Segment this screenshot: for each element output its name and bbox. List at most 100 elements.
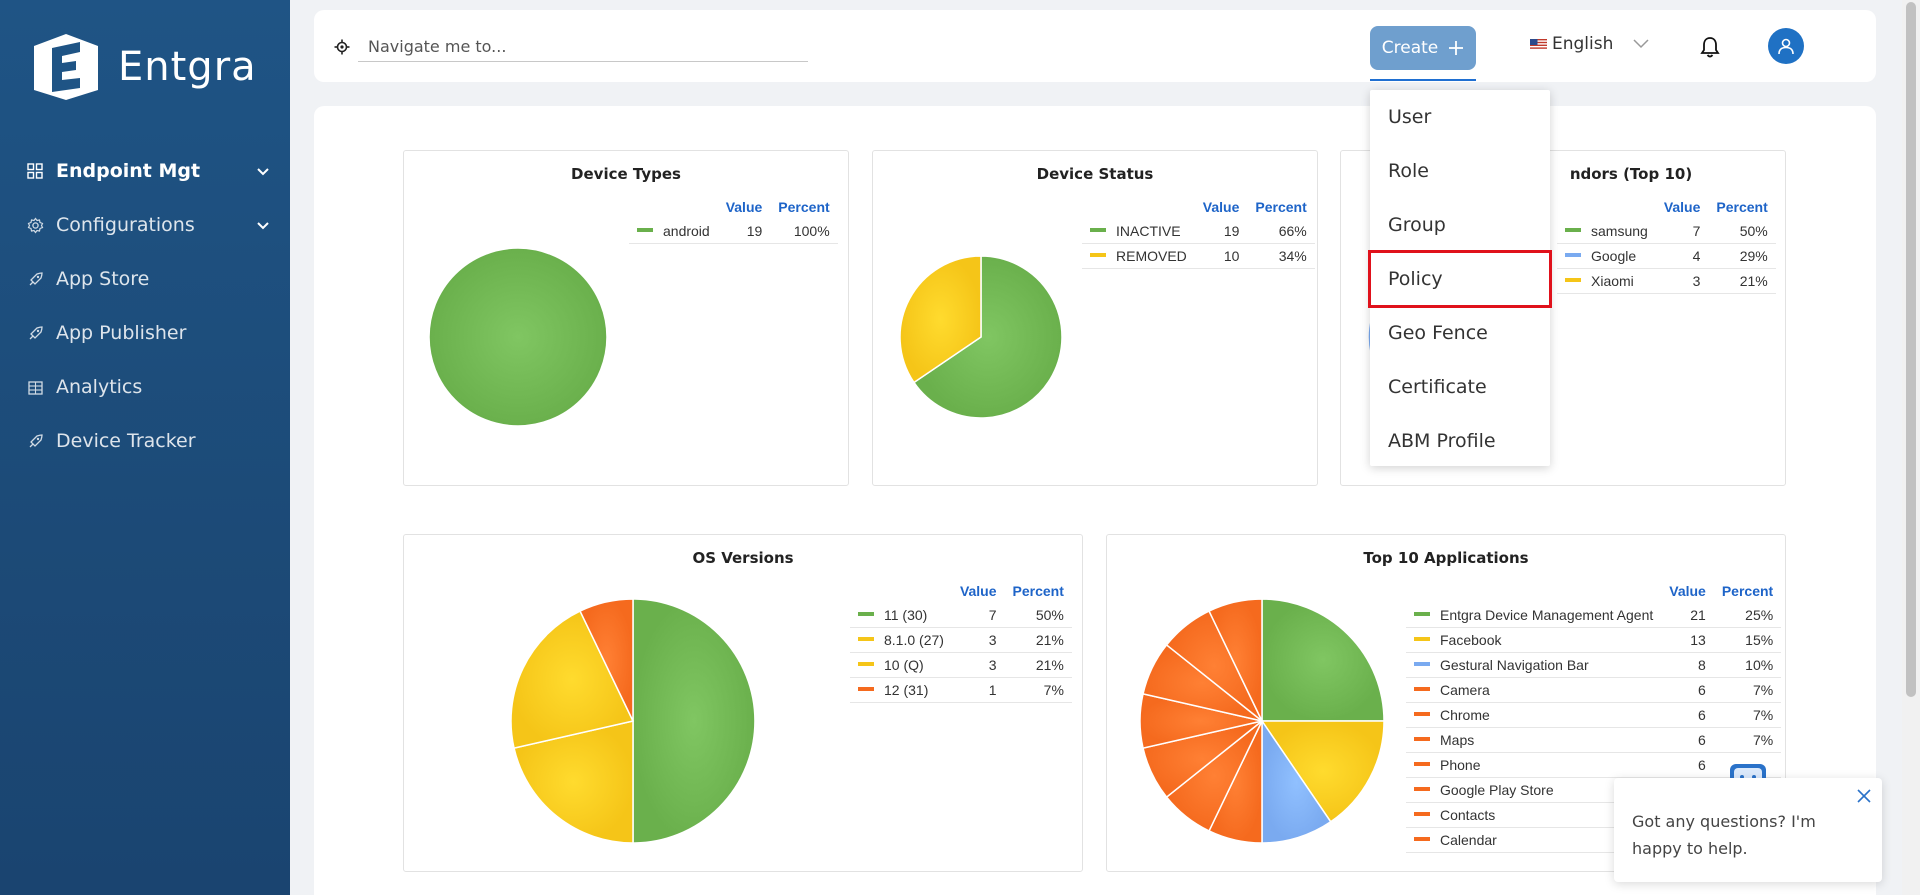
legend-row[interactable]: 12 (31) 1 7% (850, 677, 1072, 703)
chat-close-button[interactable] (1856, 788, 1872, 808)
legend-header-value: Value (1202, 199, 1240, 215)
pie-slice[interactable] (579, 598, 634, 722)
pie-slice[interactable] (513, 720, 634, 844)
create-button[interactable]: Create (1370, 26, 1476, 70)
legend-label-text: 8.1.0 (27) (884, 632, 944, 648)
create-menu-item-certificate[interactable]: Certificate (1388, 376, 1487, 398)
legend-label: Chrome (1406, 702, 1662, 728)
create-menu-item-role[interactable]: Role (1388, 160, 1429, 182)
pie-slice[interactable] (1261, 598, 1385, 722)
legend-label-text: Maps (1440, 732, 1475, 748)
create-menu-item-group[interactable]: Group (1388, 214, 1446, 236)
sidebar-item-label: Endpoint Mgt (56, 160, 201, 182)
legend-row[interactable]: 11 (30) 7 50% (850, 603, 1072, 628)
os-versions-pie (510, 598, 756, 844)
legend-swatch (1565, 253, 1581, 258)
plus-icon (1449, 41, 1464, 55)
pie-slice[interactable] (510, 610, 635, 750)
scrollbar-thumb[interactable] (1906, 2, 1916, 697)
legend-row[interactable]: INACTIVE 19 66% (1082, 219, 1315, 244)
legend-row[interactable]: Entgra Device Management Agent 21 25% (1406, 603, 1782, 628)
legend-row[interactable]: Phone 6 (1406, 752, 1782, 778)
legend-label: REMOVED (1082, 243, 1195, 269)
legend-label: Gestural Navigation Bar (1406, 652, 1662, 678)
page-scrollbar[interactable] (1902, 0, 1920, 895)
legend-swatch (858, 662, 874, 667)
sidebar-item-device-tracker[interactable]: Device Tracker (0, 414, 290, 468)
locate-icon (334, 39, 350, 55)
sidebar-item-analytics[interactable]: Analytics (0, 360, 290, 414)
pie-slice[interactable] (632, 598, 756, 844)
create-menu: User Role Group Policy Geo Fence Certificate A… (1368, 90, 1552, 466)
legend-label-text: Google (1591, 248, 1637, 264)
sidebar-item-app-store[interactable]: App Store (0, 252, 290, 306)
top-header: Create English (314, 10, 1876, 82)
top-applications-pie (1139, 598, 1385, 844)
legend-row[interactable]: android 19 100% (629, 219, 838, 244)
legend-row[interactable]: Chrome 6 7% (1406, 702, 1782, 728)
legend-percent: 100% (770, 219, 838, 244)
legend-row[interactable]: 8.1.0 (27) 3 21% (850, 627, 1072, 653)
legend-row[interactable]: Gestural Navigation Bar 8 10% (1406, 652, 1782, 678)
legend-row[interactable]: Camera 6 7% (1406, 677, 1782, 703)
create-menu-item-abm-profile[interactable]: ABM Profile (1388, 430, 1496, 452)
create-menu-item-policy[interactable]: Policy (1368, 250, 1552, 308)
legend-label-text: 12 (31) (884, 682, 929, 698)
sidebar-item-app-publisher[interactable]: App Publisher (0, 306, 290, 360)
legend-percent: 7% (1713, 702, 1782, 728)
language-selector[interactable]: English (1530, 34, 1649, 54)
legend-value: 13 (1661, 627, 1714, 653)
legend-value: 1 (951, 677, 1005, 703)
pie-slice[interactable] (912, 255, 1063, 419)
create-menu-item-user[interactable]: User (1388, 106, 1432, 128)
legend-label-text: android (663, 223, 710, 239)
pie-slice[interactable] (428, 247, 608, 427)
legend-label-text: Google Play Store (1440, 782, 1554, 798)
chart-card-device-status: Device Status Value Percent INACTIVE 19 66% R… (872, 150, 1318, 486)
legend-percent: 29% (1708, 243, 1776, 269)
notifications-button[interactable] (1700, 36, 1720, 62)
legend-row[interactable]: Google 4 29% (1557, 243, 1776, 269)
legend-percent: 25% (1713, 603, 1782, 628)
legend-value: 21 (1661, 603, 1714, 628)
legend-label: 10 (Q) (850, 652, 952, 678)
sidebar-item-endpoint-mgt[interactable]: Endpoint Mgt (0, 144, 290, 198)
legend-value: 6 (1661, 677, 1714, 703)
legend-swatch (1414, 812, 1430, 817)
legend-swatch (1565, 278, 1581, 283)
legend-header-percent: Percent (1716, 199, 1768, 215)
legend-row[interactable]: Maps 6 7% (1406, 727, 1782, 753)
legend-label: Phone (1406, 752, 1662, 778)
legend-row[interactable]: samsung 7 50% (1557, 219, 1776, 244)
legend-header-percent: Percent (1012, 583, 1064, 599)
legend-percent: 7% (1713, 677, 1782, 703)
brand-logo[interactable]: Entgra (30, 32, 257, 102)
entgra-logo-icon (34, 34, 98, 100)
legend-row[interactable]: Facebook 13 15% (1406, 627, 1782, 653)
device-types-legend: Value Percent android 19 100% (629, 195, 838, 244)
legend-swatch (858, 687, 874, 692)
legend-percent: 21% (1004, 652, 1072, 678)
pie-slice[interactable] (899, 255, 982, 384)
user-avatar[interactable] (1768, 28, 1804, 64)
legend-value: 7 (951, 603, 1005, 628)
chart-card-top-applications: Top 10 Applications Value Percent Entgra D… (1106, 534, 1786, 872)
legend-label-text: Entgra Device Management Agent (1440, 607, 1654, 623)
navigate-search-input[interactable] (358, 32, 808, 62)
sidebar: Entgra Endpoint Mgt Configurations App Sto… (0, 0, 290, 895)
create-menu-item-geo-fence[interactable]: Geo Fence (1388, 322, 1488, 344)
pie-slice[interactable] (1208, 598, 1263, 722)
pie-slice[interactable] (1260, 720, 1385, 823)
legend-row[interactable]: Xiaomi 3 21% (1557, 268, 1776, 294)
legend-percent: 66% (1247, 219, 1315, 244)
legend-label-text: Gestural Navigation Bar (1440, 657, 1589, 673)
sidebar-item-configurations[interactable]: Configurations (0, 198, 290, 252)
legend-row[interactable]: 10 (Q) 3 21% (850, 652, 1072, 678)
chart-title: OS Versions (692, 549, 794, 567)
legend-row[interactable]: REMOVED 10 34% (1082, 243, 1315, 269)
legend-header-blank (629, 195, 718, 219)
dashboard-content: Device Types Value Percent android 19 100% D… (314, 106, 1876, 895)
gear-icon (26, 216, 44, 234)
legend-swatch (1565, 228, 1581, 233)
legend-header-value: Value (725, 199, 763, 215)
